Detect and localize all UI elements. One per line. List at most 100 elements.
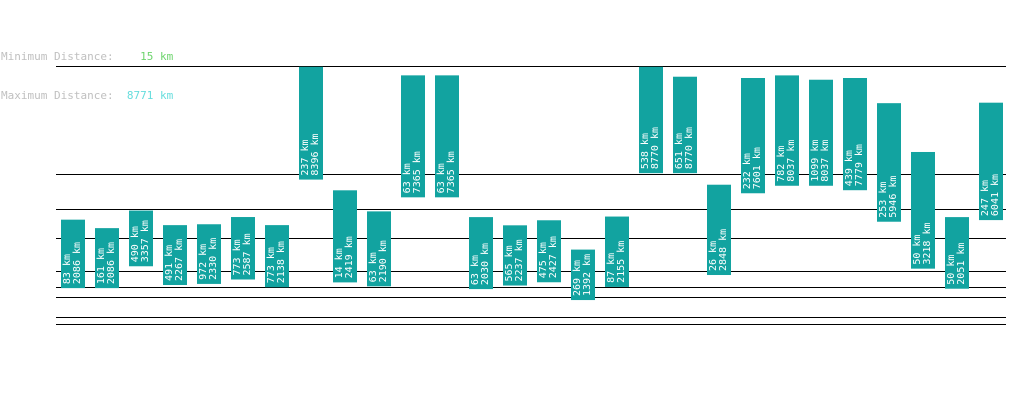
bar-label-distance: 83 km [62,254,73,284]
bar-label-distance: 651 km [674,133,685,169]
distance-bar: 50 km 2051 km [945,217,969,289]
distance-stats: Minimum Distance: 15 km Maximum Distance… [1,24,173,115]
bar-label-distance: 161 km [96,248,107,284]
bar-label-total: 2155 km [616,241,627,283]
bar-label-total: 2419 km [344,236,355,278]
bar-rect [979,102,1003,221]
bar-rect [197,224,221,284]
bar-rect [333,190,357,283]
bar-rect [809,79,833,186]
bar-rect [367,211,391,287]
bar-rect [265,225,289,288]
distance-bar: 490 km 3357 km [129,210,153,267]
bar-rect [877,103,901,222]
bar-rect [61,219,85,289]
bar-label-distance: 972 km [198,244,209,280]
bar-label-distance: 247 km [980,180,991,216]
bar-label-total: 6041 km [990,174,1001,216]
bar-label-total: 8037 km [820,140,831,182]
bar-label-total: 2427 km [548,236,559,278]
bar-label-distance: 63 km [470,255,481,285]
bar-label-total: 1392 km [582,254,593,296]
bar-label-total: 2848 km [718,229,729,271]
distance-bar: 232 km 7601 km [741,78,765,194]
distance-bar: 87 km 2155 km [605,216,629,287]
distance-bar: 247 km 6041 km [979,102,1003,221]
bar-rect [843,78,867,191]
distance-bar: 237 km 8396 km [299,66,323,180]
bar-rect [571,249,595,301]
bar-rect [503,225,527,286]
distance-bar: 782 km 8037 km [775,75,799,186]
distance-bar: 773 km 2587 km [231,217,255,280]
bar-rect [639,66,663,174]
bar-label-total: 8396 km [310,133,321,175]
bar-label-distance: 26 km [708,241,719,271]
distance-bar: 50 km 3218 km [911,151,935,269]
bar-label-distance: 269 km [572,260,583,296]
distance-bar: 26 km 2848 km [707,184,731,276]
distance-bar: 475 km 2427 km [537,220,561,283]
bar-label-distance: 782 km [776,146,787,182]
min-distance-label: Minimum Distance: [1,50,114,63]
bar-label-total: 8037 km [786,140,797,182]
bar-label-total: 7601 km [752,147,763,189]
bar-label-total: 2237 km [514,239,525,281]
distance-bar: 83 km 2086 km [61,219,85,289]
bar-label-total: 2086 km [106,242,117,284]
bar-label-distance: 773 km [232,239,243,275]
bar-label-distance: 773 km [266,247,277,283]
bar-label-distance: 50 km [912,235,923,265]
bar-label-distance: 475 km [538,242,549,278]
bar-rect [163,225,187,286]
bar-label-distance: 253 km [878,182,889,218]
bar-rect [707,184,731,276]
distance-bar: 972 km 2330 km [197,224,221,284]
bar-rect [945,217,969,289]
bar-label-total: 3357 km [140,220,151,262]
max-distance-label: Maximum Distance: [1,89,114,102]
distance-bar: 1099 km 8037 km [809,79,833,186]
bar-label-distance: 63 km [368,252,379,282]
distance-bar: 253 km 5946 km [877,103,901,222]
bar-label-total: 2030 km [480,243,491,285]
bar-rect [95,228,119,289]
bar-label-total: 2190 km [378,240,389,282]
distance-bar: 538 km 8770 km [639,66,663,174]
distance-bar: 491 km 2267 km [163,225,187,286]
bar-rect [911,151,935,269]
bar-label-total: 3218 km [922,222,933,264]
bar-label-distance: 232 km [742,153,753,189]
distance-bar: 439 km 7779 km [843,78,867,191]
bar-label-total: 2267 km [174,239,185,281]
bar-rect [401,75,425,198]
bar-label-total: 2138 km [276,241,287,283]
distance-bar: 63 km 2030 km [469,217,493,290]
bar-label-distance: 87 km [606,253,617,283]
bar-label-distance: 63 km [402,163,413,193]
bar-label-distance: 439 km [844,150,855,186]
distance-bar: 565 km 2237 km [503,225,527,286]
distance-bar: 651 km 8770 km [673,76,697,174]
bar-rect [741,78,765,194]
bar-label-distance: 50 km [946,255,957,285]
distance-bar: 269 km 1392 km [571,249,595,301]
bar-rect [537,220,561,283]
bar-rect [435,75,459,198]
min-distance-value: 15 km [140,50,174,63]
distance-bar: 161 km 2086 km [95,228,119,289]
distance-bar: 63 km 7365 km [435,75,459,198]
bar-label-distance: 63 km [436,163,447,193]
max-distance-row: Maximum Distance: 8771 km [1,89,173,102]
distance-bar: 14 km 2419 km [333,190,357,283]
distance-bar: 773 km 2138 km [265,225,289,288]
bar-label-total: 8770 km [650,127,661,169]
bar-label-total: 7365 km [446,151,457,193]
bar-rect [605,216,629,287]
bar-label-distance: 237 km [300,139,311,175]
distance-bar: 63 km 2190 km [367,211,391,287]
bar-rect [231,217,255,280]
bar-label-total: 2051 km [956,243,967,285]
max-distance-value: 8771 km [126,89,174,102]
